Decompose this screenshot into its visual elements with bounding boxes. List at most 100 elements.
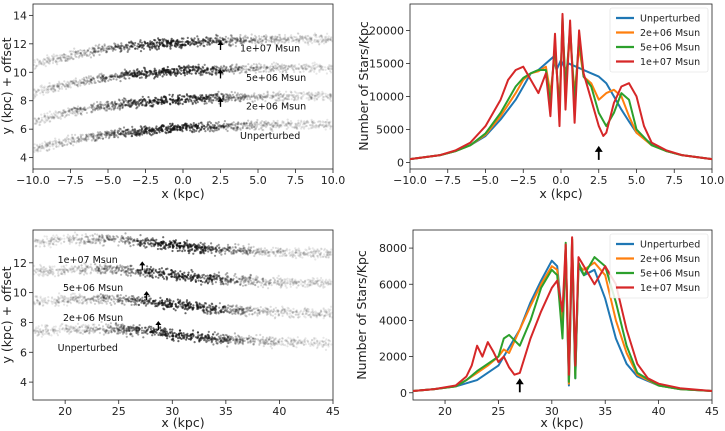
star-point [166, 44, 169, 47]
star-point [148, 43, 152, 46]
star-point [141, 70, 144, 73]
star-point [155, 125, 158, 128]
star-point [108, 47, 111, 50]
star-point [259, 40, 262, 43]
star-point [98, 50, 101, 53]
star-point [326, 38, 329, 41]
star-point [200, 98, 203, 101]
star-point [115, 134, 118, 137]
star-point [215, 68, 218, 72]
star-point [196, 45, 199, 48]
star-point [256, 123, 259, 126]
star-point [169, 122, 172, 125]
star-point [116, 46, 119, 49]
star-point [312, 252, 315, 255]
star-point [225, 66, 228, 70]
star-point [142, 47, 145, 50]
star-point [110, 75, 114, 78]
star-point [40, 62, 43, 65]
star-point [117, 136, 120, 139]
star-point [63, 116, 66, 119]
star-point [231, 68, 234, 71]
star-point [231, 43, 234, 46]
star-point [283, 41, 286, 44]
x-tick-label: −2.5 [132, 174, 159, 187]
star-point [43, 57, 46, 60]
star-point [33, 67, 36, 70]
star-point [51, 242, 54, 245]
star-point [122, 126, 126, 129]
star-point [92, 240, 95, 243]
star-point [100, 72, 103, 75]
star-point [61, 87, 64, 90]
stream-label: 5e+06 Msun [246, 73, 306, 84]
star-point [274, 36, 277, 39]
star-point [44, 58, 47, 61]
star-point [61, 114, 64, 117]
star-point [156, 129, 159, 132]
star-point [239, 33, 242, 37]
star-point [303, 36, 306, 39]
star-point [59, 56, 62, 59]
x-tick-label: 2.5 [212, 174, 230, 187]
star-point [140, 131, 143, 134]
star-point [172, 98, 175, 101]
star-point [248, 39, 252, 43]
star-point [114, 45, 117, 48]
star-point [54, 137, 57, 140]
star-point [185, 71, 189, 74]
star-point [301, 252, 304, 255]
star-point [176, 102, 180, 105]
star-point [92, 51, 95, 54]
star-point [89, 56, 93, 59]
star-point [38, 61, 41, 64]
star-point [284, 69, 287, 72]
star-point [272, 246, 275, 249]
star-point [47, 56, 50, 59]
y-axis-label: y (kpc) + offset [0, 37, 14, 134]
star-point [241, 93, 244, 96]
star-point [208, 38, 212, 42]
y-tick-label: 10 [13, 66, 27, 79]
star-point [287, 36, 290, 39]
star-point [98, 134, 102, 137]
star-point [139, 39, 142, 42]
star-point [43, 147, 46, 150]
star-point [116, 264, 119, 267]
star-point [296, 32, 299, 35]
star-point [239, 40, 242, 43]
star-point [164, 69, 168, 73]
star-point [324, 41, 328, 44]
star-point [167, 131, 170, 134]
star-point [41, 142, 44, 145]
star-point [278, 35, 281, 38]
star-point [258, 38, 261, 41]
star-point [234, 99, 237, 102]
star-point [56, 116, 59, 119]
star-point [52, 57, 55, 60]
star-point [178, 245, 181, 249]
star-point [128, 45, 131, 48]
star-point [125, 43, 128, 46]
star-point [209, 68, 212, 71]
star-point [211, 94, 214, 97]
star-point [328, 37, 331, 41]
star-point [249, 37, 253, 40]
star-point [124, 73, 127, 77]
star-point [260, 66, 263, 69]
star-point [66, 57, 69, 60]
star-point [145, 71, 148, 74]
star-point [292, 68, 295, 71]
star-point [303, 63, 306, 66]
star-point [270, 40, 273, 43]
star-point [205, 95, 208, 98]
star-point [326, 118, 329, 121]
star-point [55, 145, 58, 148]
star-point [70, 265, 73, 268]
star-point [280, 38, 283, 41]
star-point [49, 59, 52, 62]
star-point [264, 36, 267, 39]
star-point [128, 77, 131, 80]
star-point [91, 110, 94, 113]
star-point [225, 40, 229, 43]
